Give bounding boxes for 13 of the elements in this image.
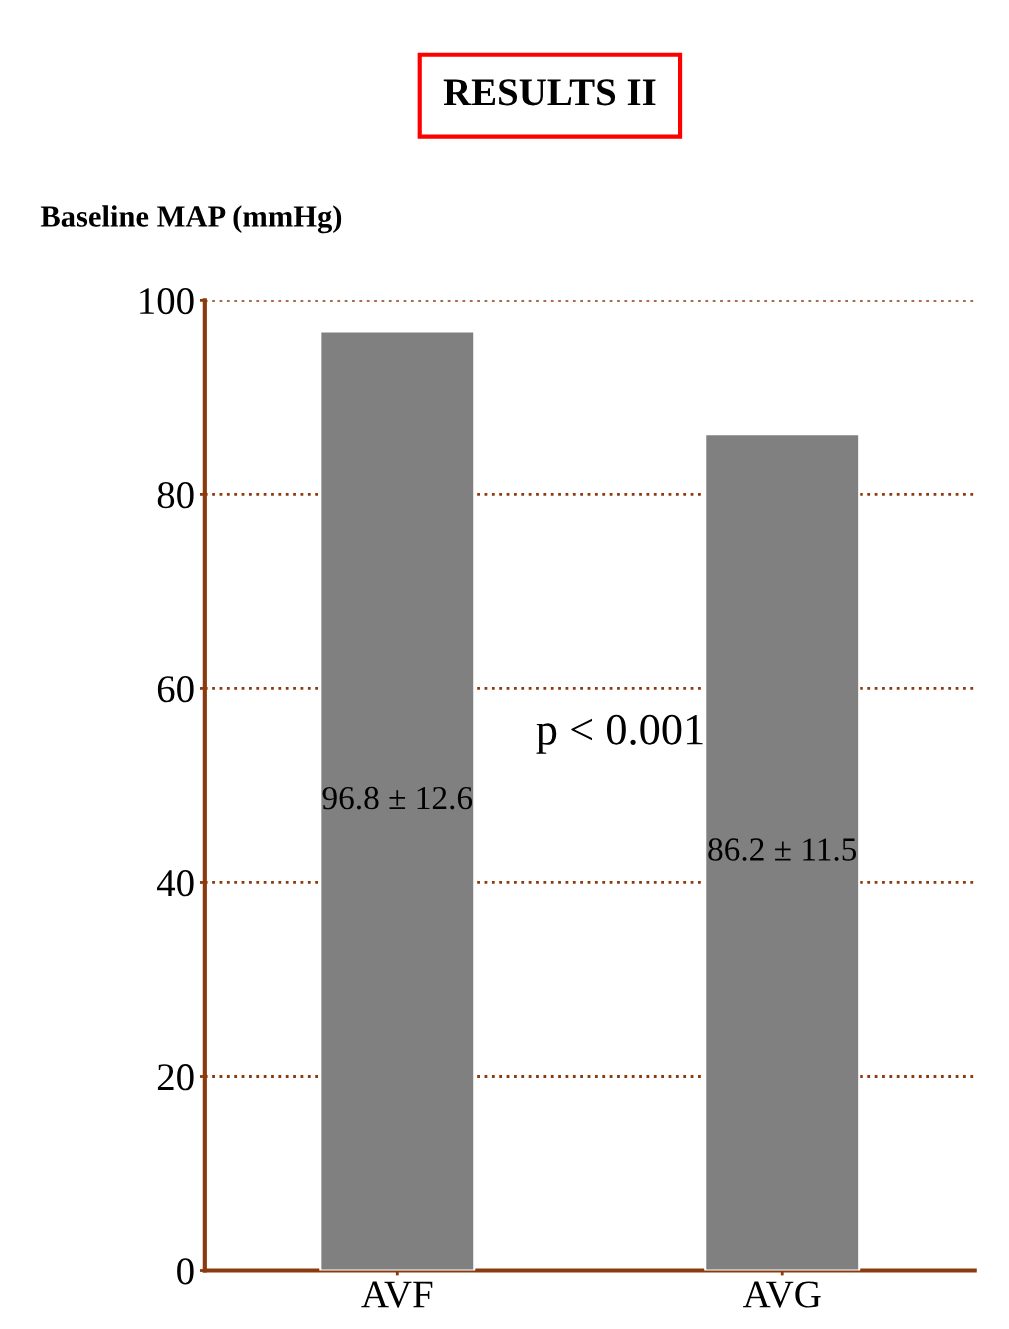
- y-tick-label: 40: [156, 870, 194, 897]
- y-tick-label: 80: [157, 482, 194, 509]
- data-label: 86.2 ± 11.5: [708, 838, 857, 861]
- annotation: p < 0.001: [536, 714, 703, 754]
- y-tick-label: 20: [157, 1064, 194, 1091]
- chart-title: RESULTS II: [443, 79, 656, 106]
- y-tick-label: 100: [140, 287, 194, 315]
- y-tick-label: 0: [177, 1258, 194, 1285]
- x-tick-label: AVF: [361, 1281, 433, 1308]
- data-label: 96.8 ± 12.6: [322, 786, 473, 810]
- y-axis-title: Baseline MAP (mmHg): [40, 205, 342, 234]
- y-tick-label: 60: [157, 676, 194, 703]
- x-tick-label: AVG: [742, 1281, 821, 1308]
